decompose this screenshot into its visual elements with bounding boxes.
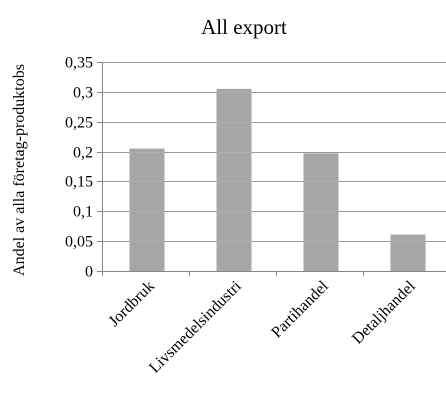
x-category-label: Jordbruk	[106, 278, 158, 330]
y-tick-label: 0,1	[73, 204, 93, 221]
x-category-label: Detaljhandel	[349, 277, 419, 347]
y-tick-label: 0,2	[73, 145, 93, 162]
chart-title: All export	[201, 15, 287, 39]
axes	[97, 62, 446, 276]
y-tick-labels: 0 0,05 0,1 0,15 0,2 0,25 0,3 0,35	[65, 55, 93, 281]
x-category-label: Livsmedelsindustri	[146, 277, 245, 376]
y-tick-label: 0,25	[65, 115, 93, 132]
y-tick-label: 0	[85, 264, 93, 281]
bars	[102, 62, 446, 271]
y-axis-title: Andel av alla företag-produktobs	[11, 64, 28, 276]
y-tick-label: 0,05	[65, 234, 93, 251]
y-tick-label: 0,35	[65, 55, 93, 72]
y-tick-label: 0,15	[65, 174, 93, 191]
bar-partihandel	[303, 153, 339, 271]
x-category-label: Partihandel	[268, 277, 332, 341]
bar-livsmedelsindustri	[216, 88, 252, 271]
bar-detaljhandel	[390, 234, 426, 271]
y-tick-label: 0,3	[73, 85, 93, 102]
bar-jordbruk	[129, 148, 165, 271]
